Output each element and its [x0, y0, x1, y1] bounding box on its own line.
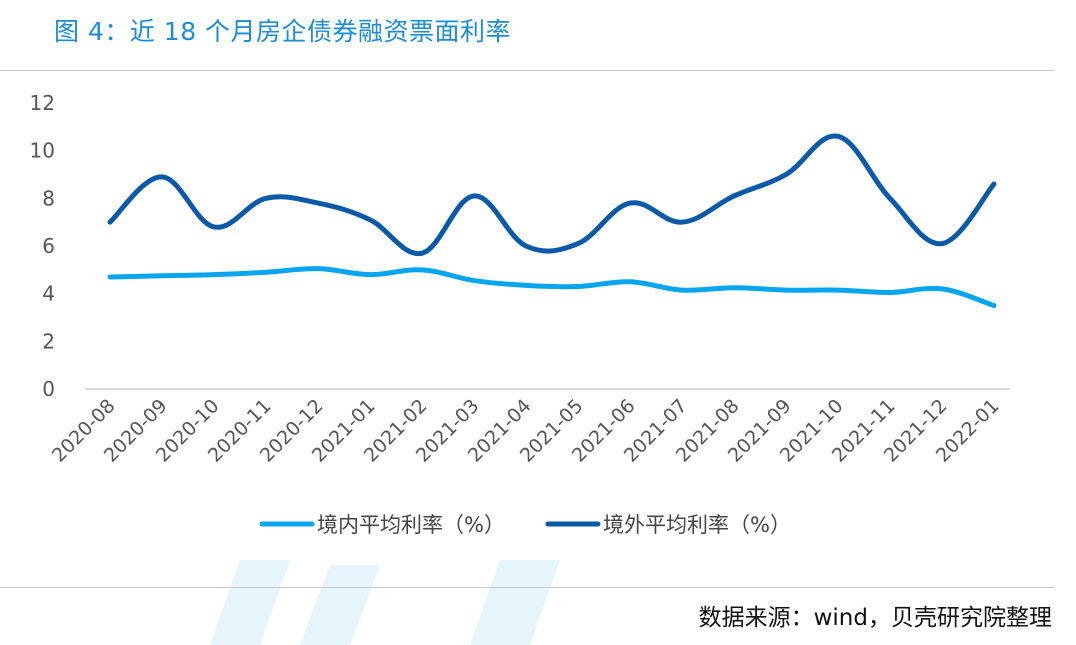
- y-tick-label: 10: [30, 139, 55, 163]
- series-line-overseas: [107, 133, 997, 256]
- x-axis: 2020-082020-092020-102020-112020-122021-…: [48, 395, 1004, 467]
- source-note: 数据来源：wind，贝壳研究院整理: [698, 605, 1052, 631]
- y-tick-label: 0: [42, 377, 55, 401]
- legend: 境内平均利率（%） 境外平均利率（%）: [259, 513, 791, 537]
- y-tick-label: 12: [30, 91, 55, 115]
- legend-label: 境内平均利率（%）: [317, 513, 505, 537]
- top-divider: [0, 70, 1054, 71]
- series-group: [107, 133, 997, 309]
- line-chart: 0 2 4 6 8 10 12 2020-082020-092020-102020-1120…: [30, 91, 1010, 537]
- bottom-divider: [0, 587, 1054, 588]
- y-tick-label: 8: [42, 186, 55, 210]
- y-tick-label: 2: [42, 329, 55, 353]
- y-axis: 0 2 4 6 8 10 12: [30, 91, 55, 401]
- series-line-domestic: [107, 266, 997, 309]
- legend-label: 境外平均利率（%）: [603, 513, 791, 537]
- y-tick-label: 4: [42, 282, 55, 306]
- chart-title: 图 4：近 18 个月房企债券融资票面利率: [54, 17, 512, 46]
- y-tick-label: 6: [42, 234, 55, 258]
